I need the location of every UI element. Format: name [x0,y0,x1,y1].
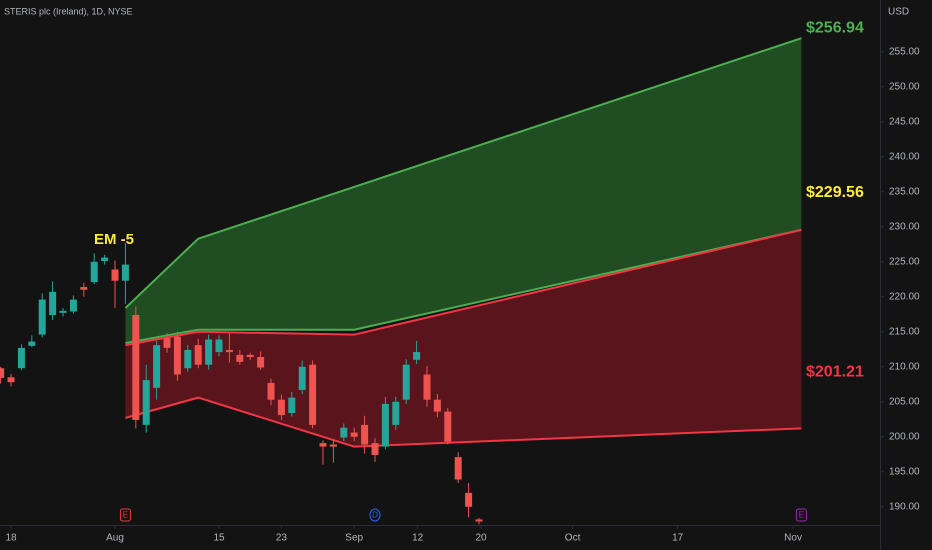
band-fill [125,229,802,447]
candle-body [0,368,5,378]
candle-body [246,354,254,357]
y-tick-label: 235.00 [889,186,920,197]
candle-body [298,366,306,390]
y-tick-label: 215.00 [889,326,920,337]
y-tick-label: 205.00 [889,396,920,407]
candle-body [454,457,462,480]
candle-body [163,338,171,348]
candle-body [236,354,244,362]
candle-body [309,364,317,425]
candle-body [90,261,98,283]
annotation: EM -5 [94,231,134,248]
x-tick-label: 18 [5,533,17,544]
candle-body [17,347,25,369]
candle-body [215,339,223,353]
candle-body [277,399,285,416]
level-label: $201.21 [806,364,864,381]
band-lower-line [125,396,802,448]
candle-body [413,352,421,360]
candle-body [350,432,358,437]
candle-body [423,374,431,400]
candle-body [38,299,46,335]
candle-body [475,519,483,522]
x-tick-label: 20 [476,533,488,544]
candle-body [465,492,473,507]
candle-body [80,287,88,290]
candle-body [371,443,379,455]
candle-body [184,350,192,369]
currency: USD [888,7,909,18]
x-tick-label: Oct [565,533,581,544]
x-tick-label: Nov [784,533,802,544]
candle-body [402,364,410,400]
x-tick-label: 12 [412,533,424,544]
level-label: $229.56 [806,184,864,201]
event-label: D [372,511,378,520]
y-tick-label: 245.00 [889,116,920,127]
candle-body [142,380,150,425]
candle-body [288,397,296,413]
y-tick-label: 220.00 [889,291,920,302]
y-tick-label: 225.00 [889,256,920,267]
candle-body [205,339,213,365]
candle-body [132,315,140,420]
candle-body [121,264,129,281]
band-lower-line [125,228,802,344]
candle-body [69,299,77,312]
candle-body [49,291,57,315]
event-label: E [799,511,804,520]
chart-title: STERIS plc (Ireland), 1D, NYSE [4,6,133,16]
x-tick-label: 23 [276,533,288,544]
candle-body [153,345,161,388]
candle-body [101,257,109,262]
candle-body [329,444,337,447]
candle-body [340,427,348,438]
event-marker [369,508,381,522]
y-tick-label: 200.00 [889,431,920,442]
x-tick-label: 15 [213,533,225,544]
candle-body [444,411,452,442]
x-tick-label: 17 [672,533,684,544]
candle-body [392,401,400,425]
candle-body [194,345,202,365]
candle-body [7,377,15,383]
candle-body [59,310,67,313]
candle-body [433,399,441,412]
candle-body [319,443,327,447]
candle-body [267,382,275,400]
x-tick-label: Aug [106,533,124,544]
band-upper-line [125,228,802,347]
candle-body [361,424,369,445]
candle-body [257,357,265,368]
event-marker [119,508,131,522]
event-marker [795,508,807,522]
y-tick-label: 230.00 [889,221,920,232]
y-tick-label: 195.00 [889,466,920,477]
y-tick-label: 190.00 [889,501,920,512]
band-upper-line [124,37,802,309]
x-tick-label: Sep [345,533,363,544]
y-tick-label: 255.00 [889,46,920,57]
candle-body [111,269,119,281]
y-tick-label: 250.00 [889,81,920,92]
candle-body [28,341,36,346]
level-label: $256.94 [806,19,864,36]
event-label: E [123,511,128,520]
y-tick-label: 210.00 [889,361,920,372]
candle-body [225,350,233,353]
candle-body [381,403,389,447]
y-tick-label: 240.00 [889,151,920,162]
candle-body [173,336,181,375]
